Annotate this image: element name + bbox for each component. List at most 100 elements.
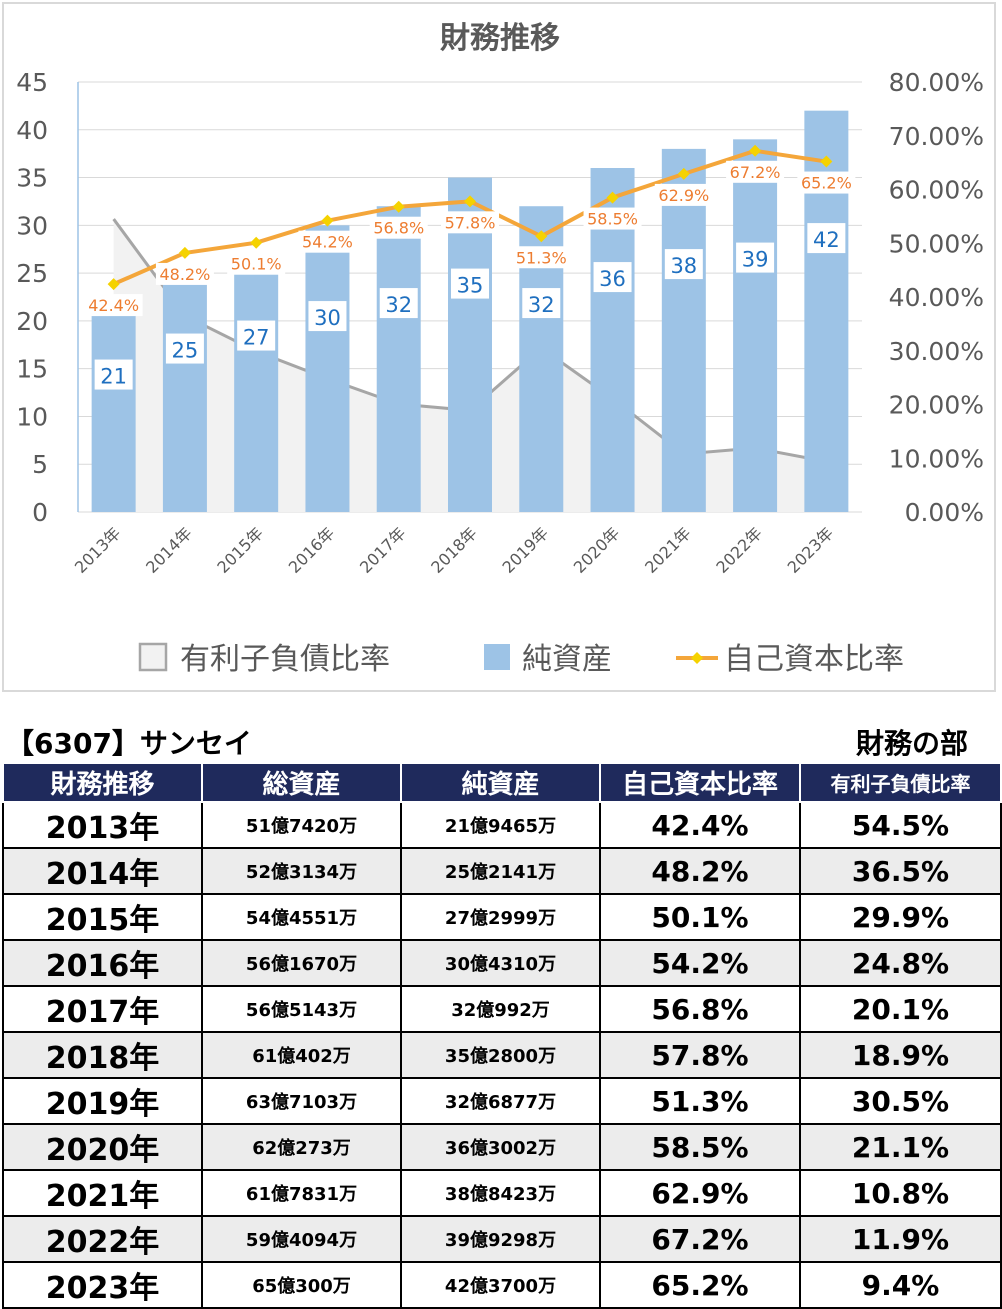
- bar-label: 25: [172, 339, 199, 363]
- cell-year: 2016年: [2, 939, 203, 987]
- cell-equity-ratio: 50.1%: [599, 893, 801, 941]
- equity-ratio-point: [392, 200, 405, 213]
- cell-year: 2023年: [2, 1261, 203, 1309]
- bar-label-box: [379, 288, 418, 319]
- cell-total-assets: 56億5143万: [201, 985, 402, 1033]
- header-period: 財務推移: [2, 762, 203, 803]
- company-title: 【6307】サンセイ: [6, 727, 252, 760]
- x-axis-tick: 2019年: [499, 523, 553, 577]
- cell-total-assets: 63億7103万: [201, 1077, 402, 1125]
- chart-svg: 財務推移 0 5 10 15 20 25 30 35 40 45 0.00% 10.00% 20.00% 3…: [16, 21, 984, 677]
- table-row: 2019年 63億7103万 32億6877万 51.3% 30.5%: [2, 1077, 1002, 1125]
- header-debt-ratio: 有利子負債比率: [799, 762, 1002, 803]
- cell-total-assets: 51億7420万: [201, 801, 402, 849]
- bar-label: 38: [670, 254, 697, 278]
- x-axis-tick: 2015年: [213, 523, 267, 577]
- cell-net-assets: 36億3002万: [400, 1123, 601, 1171]
- table-row: 2013年 51億7420万 21億9465万 42.4% 54.5%: [2, 801, 1002, 849]
- cell-net-assets: 21億9465万: [400, 801, 601, 849]
- bar-label-box: [237, 320, 276, 351]
- left-axis-tick: 35: [16, 164, 48, 193]
- cell-net-assets: 35億2800万: [400, 1031, 601, 1079]
- x-axis-tick: 2020年: [570, 523, 624, 577]
- bar-label: 32: [385, 293, 412, 317]
- equity-ratio-point: [606, 191, 619, 204]
- equity-ratio-point: [749, 144, 762, 157]
- cell-equity-ratio: 57.8%: [599, 1031, 801, 1079]
- legend-label-debt: 有利子負債比率: [180, 642, 390, 677]
- line-label: 50.1%: [231, 255, 282, 274]
- right-axis-tick: 10.00%: [889, 444, 984, 473]
- bar-label: 36: [599, 267, 626, 291]
- cell-total-assets: 62億273万: [201, 1123, 402, 1171]
- cell-year: 2020年: [2, 1123, 203, 1171]
- cell-debt-ratio: 24.8%: [799, 939, 1002, 987]
- cell-debt-ratio: 36.5%: [799, 847, 1002, 895]
- cell-equity-ratio: 42.4%: [599, 801, 801, 849]
- line-label-box: [726, 160, 785, 183]
- table-row: 2016年 56億1670万 30億4310万 54.2% 24.8%: [2, 939, 1002, 987]
- line-label-box: [654, 183, 713, 206]
- table-header-row: 財務推移 総資産 純資産 自己資本比率 有利子負債比率: [2, 762, 1002, 803]
- cell-equity-ratio: 48.2%: [599, 847, 801, 895]
- bar-label-box: [451, 268, 489, 299]
- equity-ratio-point: [178, 246, 191, 259]
- right-axis-tick: 30.00%: [889, 337, 984, 366]
- equity-ratio-point: [107, 278, 120, 291]
- line-label-box: [512, 246, 571, 269]
- table-row: 2015年 54億4551万 27億2999万 50.1% 29.9%: [2, 893, 1002, 941]
- cell-year: 2019年: [2, 1077, 203, 1125]
- cell-equity-ratio: 56.8%: [599, 985, 801, 1033]
- chart-title: 財務推移: [440, 21, 560, 56]
- table-row: 2018年 61億402万 35億2800万 57.8% 18.9%: [2, 1031, 1002, 1079]
- cell-year: 2013年: [2, 801, 203, 849]
- financial-table: 財務推移 総資産 純資産 自己資本比率 有利子負債比率 2013年 51億7420…: [2, 762, 1002, 1309]
- line-label: 62.9%: [658, 186, 709, 205]
- net-assets-bar: [733, 139, 778, 513]
- equity-ratio-point: [464, 195, 476, 208]
- line-label: 58.5%: [587, 210, 638, 229]
- cell-total-assets: 54億4551万: [201, 893, 402, 941]
- table-row: 2020年 62億273万 36億3002万 58.5% 21.1%: [2, 1123, 1002, 1171]
- bar-label-box: [736, 242, 775, 273]
- cell-net-assets: 38億8423万: [400, 1169, 601, 1217]
- left-axis-tick: 45: [16, 68, 48, 97]
- cell-debt-ratio: 30.5%: [799, 1077, 1002, 1125]
- equity-ratio-point: [677, 167, 690, 180]
- line-label: 57.8%: [445, 213, 496, 232]
- cell-total-assets: 52億3134万: [201, 847, 402, 895]
- right-axis-tick: 50.00%: [889, 229, 984, 258]
- bar-label: 39: [742, 248, 769, 272]
- equity-ratio-point: [535, 230, 548, 243]
- left-axis-tick: 30: [16, 211, 48, 240]
- net-assets-bar: [234, 254, 279, 512]
- header-equity-ratio: 自己資本比率: [599, 762, 801, 803]
- cell-equity-ratio: 54.2%: [599, 939, 801, 987]
- cell-year: 2015年: [2, 893, 203, 941]
- legend-label-equity: 自己資本比率: [724, 642, 904, 677]
- cell-net-assets: 32億992万: [400, 985, 601, 1033]
- line-label-box: [797, 171, 856, 194]
- cell-debt-ratio: 10.8%: [799, 1169, 1002, 1217]
- table-row: 2017年 56億5143万 32億992万 56.8% 20.1%: [2, 985, 1002, 1033]
- cell-debt-ratio: 21.1%: [799, 1123, 1002, 1171]
- legend-swatch-debt: [138, 642, 168, 672]
- cell-total-assets: 61億7831万: [201, 1169, 402, 1217]
- line-label-box: [84, 294, 143, 317]
- line-label: 48.2%: [159, 265, 210, 284]
- net-assets-bar: [305, 225, 350, 513]
- left-axis-tick: 25: [16, 259, 48, 288]
- line-label-box: [441, 211, 499, 234]
- right-axis-tick: 0.00%: [905, 498, 984, 527]
- right-axis-tick: 70.00%: [889, 122, 984, 151]
- header-net-assets: 純資産: [400, 762, 601, 803]
- cell-total-assets: 65億300万: [201, 1261, 402, 1309]
- cell-year: 2018年: [2, 1031, 203, 1079]
- cell-debt-ratio: 18.9%: [799, 1031, 1002, 1079]
- x-axis-tick: 2023年: [784, 523, 838, 577]
- bar-label: 32: [528, 293, 555, 317]
- legend-swatch-net-assets: [484, 644, 510, 670]
- cell-net-assets: 30億4310万: [400, 939, 601, 987]
- line-label: 54.2%: [302, 233, 353, 252]
- cell-total-assets: 61億402万: [201, 1031, 402, 1079]
